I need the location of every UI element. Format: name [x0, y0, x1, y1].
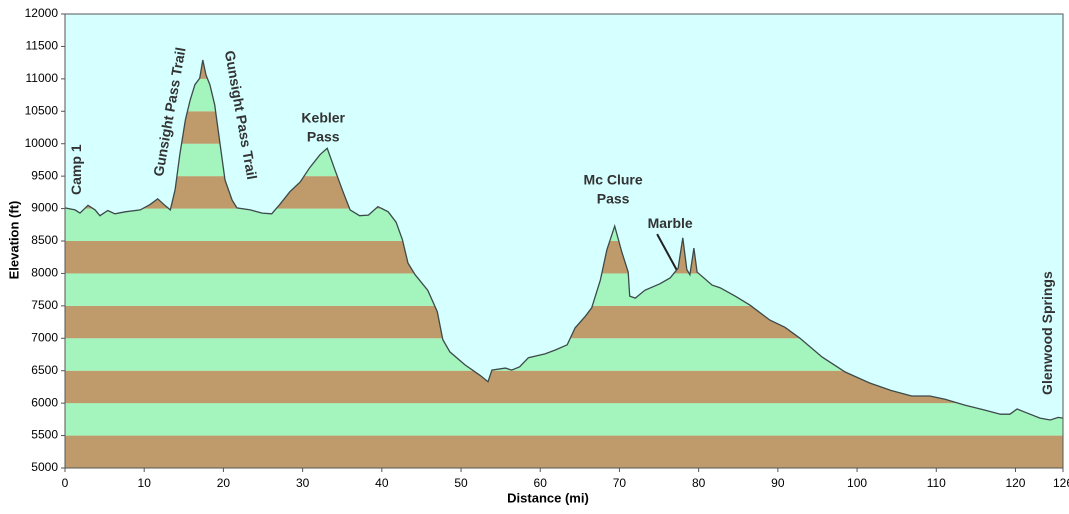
x-tick-label: 10: [138, 476, 152, 490]
y-tick-label: 6500: [31, 363, 58, 377]
y-tick-label: 9000: [31, 201, 58, 215]
annotation-line: Kebler: [301, 109, 345, 125]
y-tick-label: 11500: [26, 39, 59, 53]
x-tick-label: 90: [771, 476, 785, 490]
x-axis-label: Distance (mi): [507, 490, 589, 505]
x-tick-label: 126: [1053, 476, 1069, 490]
y-tick-label: 8500: [31, 233, 58, 247]
annotation-line: Glenwood Springs: [1039, 271, 1055, 395]
x-tick-label: 70: [613, 476, 627, 490]
annotation: Marble: [648, 215, 693, 231]
y-tick-label: 6000: [31, 395, 58, 409]
y-tick-label: 7500: [31, 298, 58, 312]
annotation: Kebler Pass: [301, 109, 345, 144]
x-tick-label: 120: [1005, 476, 1025, 490]
annotation-line: Pass: [307, 128, 340, 144]
elevation-line: [64, 59, 1064, 421]
x-tick-label: 60: [534, 476, 548, 490]
annotation: Glenwood Springs: [1039, 271, 1055, 395]
x-tick-label: 50: [454, 476, 468, 490]
elevation-band: [65, 403, 1063, 436]
y-tick-label: 10500: [25, 103, 59, 117]
x-tick-label: 100: [847, 476, 867, 490]
annotation-pointer: [656, 233, 678, 271]
y-tick-label: 5000: [31, 460, 58, 474]
annotation-line: Mc Clure: [584, 171, 643, 187]
annotation: Camp 1: [68, 144, 84, 195]
annotation-line: Marble: [648, 215, 693, 231]
y-tick-label: 8000: [31, 266, 58, 280]
y-tick-label: 7000: [31, 330, 58, 344]
annotation: Mc Clure Pass: [584, 171, 643, 206]
x-tick-label: 40: [375, 476, 389, 490]
x-tick-label: 110: [927, 476, 946, 490]
y-tick-label: 5500: [31, 428, 58, 442]
y-tick-label: 12000: [25, 6, 59, 20]
y-tick-label: 9500: [31, 168, 58, 182]
x-tick-label: 80: [692, 476, 706, 490]
annotation-line: Camp 1: [68, 144, 84, 195]
x-tick-label: 30: [296, 476, 310, 490]
y-tick-label: 10000: [25, 136, 59, 150]
y-tick-label: 11000: [26, 71, 59, 85]
annotation-line: Pass: [597, 190, 630, 206]
elevation-band: [65, 435, 1063, 468]
y-axis-label: Elevation (ft): [6, 201, 21, 280]
x-tick-label: 20: [217, 476, 231, 490]
x-tick-label: 0: [62, 476, 69, 490]
